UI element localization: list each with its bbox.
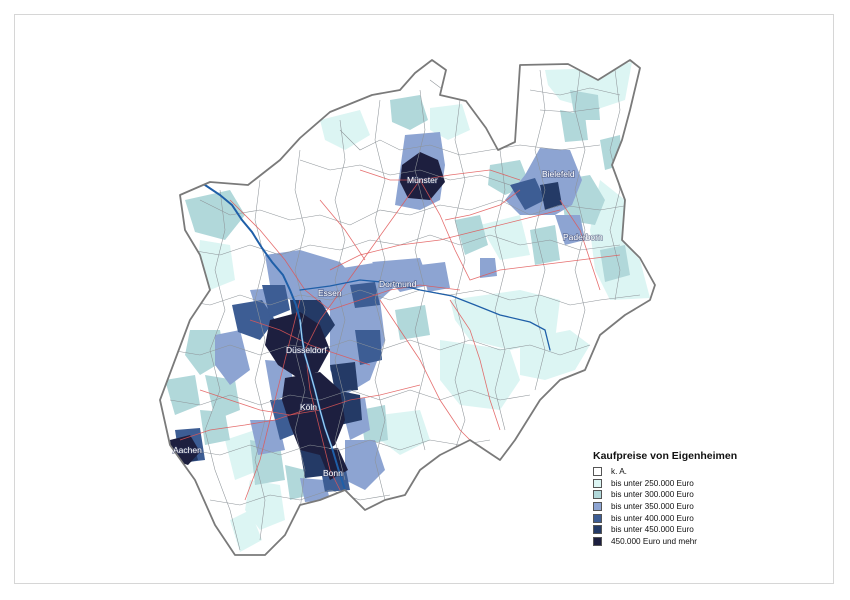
legend-swatch [593, 525, 602, 535]
city-label-dortmund: Dortmund [379, 279, 417, 289]
legend-label: k. A. [611, 467, 627, 477]
legend-items: k. A. bis unter 250.000 Euro bis unter 3… [593, 466, 793, 547]
city-label-paderborn: Paderborn [563, 232, 603, 242]
city-label-essen: Essen [318, 288, 342, 298]
legend-item[interactable]: bis unter 400.000 Euro [593, 512, 793, 524]
highways [179, 169, 621, 501]
city-label-bielefeld: Bielefeld [542, 169, 575, 179]
legend-swatch [593, 478, 602, 488]
city-labels: Münster Bielefeld Paderborn Essen Dortmu… [172, 168, 604, 479]
rivers [204, 184, 551, 491]
regions-450k-and-more[interactable] [170, 152, 445, 480]
legend-label: bis unter 350.000 Euro [611, 502, 694, 512]
city-label-koeln: Köln [300, 402, 317, 412]
city-label-duesseldorf: Düsseldorf [286, 345, 327, 355]
city-label-muenster: Münster [407, 175, 438, 185]
legend-title: Kaufpreise von Eigenheimen [593, 450, 738, 462]
legend-item[interactable]: bis unter 450.000 Euro [593, 524, 793, 536]
legend-item[interactable]: bis unter 300.000 Euro [593, 489, 793, 501]
legend-label: bis unter 300.000 Euro [611, 490, 694, 500]
regions-under-300k[interactable] [165, 90, 630, 500]
legend-swatch [593, 467, 602, 477]
legend: Kaufpreise von Eigenheimen k. A. bis unt… [593, 450, 793, 547]
legend-swatch [593, 502, 602, 512]
legend-label: bis unter 250.000 Euro [611, 478, 694, 488]
legend-swatch [593, 490, 602, 500]
legend-item[interactable]: bis unter 250.000 Euro [593, 478, 793, 490]
legend-label: bis unter 400.000 Euro [611, 513, 694, 523]
city-label-bonn: Bonn [323, 468, 343, 478]
legend-label: 450.000 Euro und mehr [611, 536, 698, 546]
legend-label: bis unter 450.000 Euro [611, 525, 694, 535]
legend-swatch [593, 536, 602, 546]
legend-item[interactable]: bis unter 350.000 Euro [593, 501, 793, 513]
state-border [159, 59, 656, 556]
city-label-aachen: Aachen [173, 445, 202, 455]
legend-swatch [593, 513, 602, 523]
legend-item[interactable]: k. A. [593, 466, 793, 478]
legend-item[interactable]: 450.000 Euro und mehr [593, 536, 793, 548]
